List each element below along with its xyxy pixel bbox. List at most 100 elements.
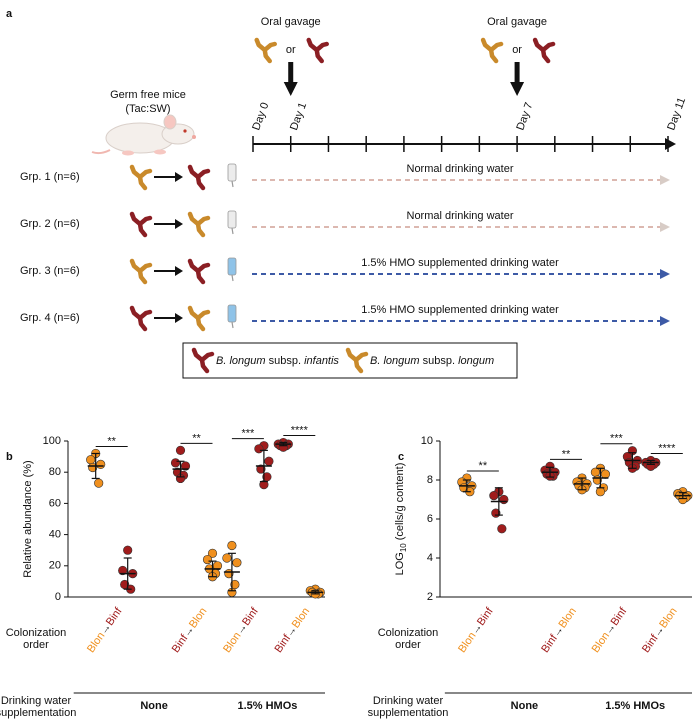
gavage-label: Oral gavage: [261, 16, 321, 28]
y-tick-label: 8: [427, 474, 433, 486]
bacteria-icon: [129, 305, 153, 332]
colonization-label: Binf→Blon: [640, 606, 680, 655]
legend-text-part: longum: [458, 355, 494, 367]
bacteria-icon: [187, 211, 211, 238]
water-bottle: [227, 304, 237, 323]
y-axis-label-text: Relative abundance (%): [22, 460, 34, 577]
y-axis-label: LOG10 (cells/g content): [394, 463, 408, 576]
mouse-illustration: [91, 114, 196, 156]
data-point: [590, 467, 601, 477]
data-point: [94, 478, 104, 488]
colonization-label-part: Binf: [475, 605, 496, 628]
y-axis-label-subscript: 10: [399, 543, 408, 552]
y-tick-label: 20: [49, 560, 61, 572]
bacteria-shape: [191, 347, 215, 374]
group-label: Grp. 3 (n=6): [20, 265, 80, 277]
water-label: 1.5% HMO supplemented drinking water: [361, 257, 559, 269]
significance-label: ****: [658, 442, 676, 454]
legend-icon: [191, 347, 215, 374]
y-tick-label: 4: [427, 552, 433, 564]
row-label: Colonization: [378, 627, 439, 639]
legend-icon: [345, 347, 369, 374]
day-label: Day 11: [665, 96, 688, 132]
gavage-or: or: [512, 44, 522, 56]
sequence-arrowhead: [175, 266, 183, 276]
data-point: [595, 487, 606, 497]
water-label: Normal drinking water: [407, 163, 514, 175]
bacteria-shape: [129, 305, 153, 332]
mouse-label: Germ free mice: [110, 89, 186, 101]
bacteria-shape: [187, 211, 211, 238]
bacteria-shape: [480, 37, 504, 64]
treatment-label: 1.5% HMOs: [237, 700, 297, 712]
legend-box: [182, 342, 518, 379]
data-point: [175, 445, 186, 455]
data-point: [489, 491, 499, 501]
data-point: [499, 494, 509, 505]
data-point: [202, 554, 213, 565]
group-label: Grp. 2 (n=6): [20, 218, 80, 230]
day-label: Day 0: [250, 101, 271, 132]
data-point: [86, 455, 96, 465]
data-point: [230, 579, 240, 590]
day-label: Day 1: [288, 101, 309, 132]
mouse-foot: [122, 150, 134, 156]
gavage-arrow: [510, 62, 525, 96]
bacteria-icon: [129, 211, 153, 238]
bacteria-shape: [187, 305, 211, 332]
y-axis-label-rest: (cells/g content): [394, 463, 406, 541]
colonization-label-part: Blon: [657, 606, 679, 631]
y-axis-label-text: LOG: [394, 552, 406, 575]
gavage-arrow: [283, 62, 298, 96]
legend-text-part: subsp.: [269, 355, 301, 367]
group-label: Grp. 4 (n=6): [20, 312, 80, 324]
significance-label: **: [562, 448, 571, 460]
y-axis-label: Relative abundance (%): [22, 460, 34, 577]
colonization-label: Blon→Binf: [221, 605, 261, 655]
bottle-nozzle: [231, 321, 234, 329]
colonization-label-part: Blon: [187, 606, 209, 631]
data-point: [207, 548, 218, 558]
gavage-label: Oral gavage: [487, 16, 547, 28]
data-point: [232, 558, 242, 568]
mouse-foot: [154, 149, 166, 155]
mouse-tail: [91, 149, 111, 155]
row-label: Colonization: [6, 627, 67, 639]
bacteria-shape: [187, 258, 211, 285]
data-point: [222, 553, 232, 563]
y-tick-label: 40: [49, 529, 61, 541]
water-arrowhead: [660, 222, 670, 232]
water-arrowhead: [660, 316, 670, 326]
legend-text-part: infantis: [304, 355, 339, 367]
gavage-or: or: [286, 44, 296, 56]
row-label: order: [23, 639, 49, 651]
colonization-label-part: Binf: [240, 605, 261, 628]
colonization-label: Binf→Blon: [539, 606, 579, 655]
treatment-label: None: [511, 700, 539, 712]
y-tick-label: 2: [427, 591, 433, 603]
data-point: [96, 459, 106, 470]
bacteria-icon: [480, 37, 504, 64]
data-point: [264, 456, 274, 466]
colonization-label-part: Binf: [609, 605, 630, 628]
bacteria-shape: [306, 37, 329, 64]
significance-label: **: [107, 435, 116, 447]
water-bottle: [227, 210, 237, 229]
bacteria-shape: [345, 347, 369, 374]
water-label: Normal drinking water: [407, 210, 514, 222]
water-arrowhead: [660, 269, 670, 279]
bottle-nozzle: [231, 274, 234, 282]
panel-label: b: [6, 451, 13, 463]
row-label: supplementation: [368, 707, 449, 719]
legend-label: B. longum subsp. longum: [370, 355, 494, 367]
sequence-arrowhead: [175, 172, 183, 182]
colonization-label: Binf→Blon: [272, 606, 312, 655]
bacteria-icon: [187, 258, 211, 285]
data-point: [256, 464, 266, 474]
colonization-label: Blon→Binf: [456, 605, 496, 655]
data-point: [118, 565, 128, 576]
bacteria-icon: [187, 164, 211, 191]
data-point: [170, 458, 181, 468]
